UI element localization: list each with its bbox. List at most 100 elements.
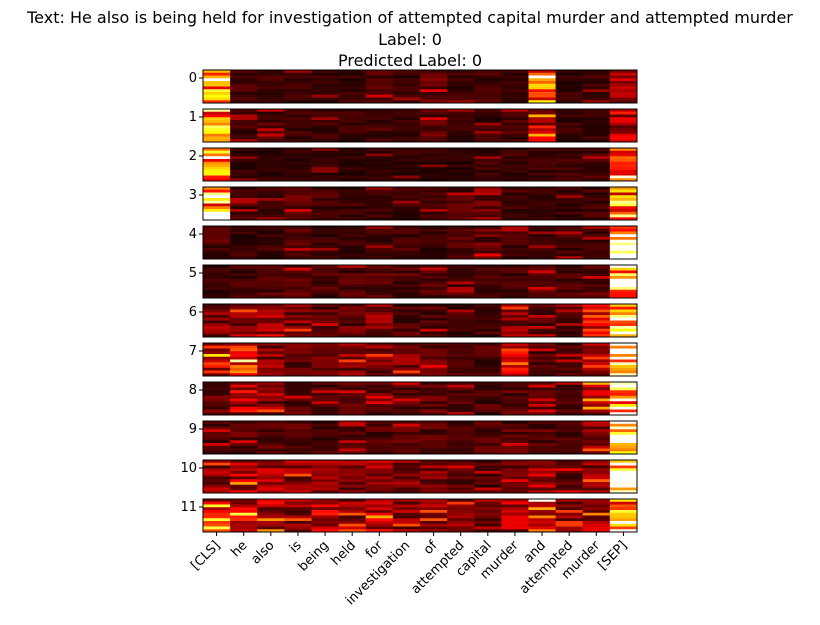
heatmap-cell bbox=[311, 315, 340, 319]
heatmap-cell bbox=[447, 265, 475, 269]
heatmap-cell bbox=[447, 86, 475, 90]
heatmap-cell bbox=[338, 487, 367, 491]
heatmap-cell bbox=[555, 479, 584, 483]
heatmap-cell bbox=[420, 92, 448, 96]
heatmap-cell bbox=[447, 125, 475, 129]
heatmap-cell bbox=[582, 203, 611, 207]
heatmap-cell bbox=[528, 164, 557, 168]
heatmap-cell bbox=[420, 150, 448, 154]
heatmap-cell bbox=[555, 148, 584, 152]
heatmap-cell bbox=[311, 245, 340, 249]
heatmap-cell bbox=[203, 170, 231, 174]
heatmap-cell bbox=[392, 510, 421, 514]
heatmap-cell bbox=[555, 109, 584, 113]
heatmap-cell bbox=[203, 217, 231, 221]
heatmap-cell bbox=[555, 426, 584, 430]
heatmap-cell bbox=[420, 309, 448, 313]
layer-tick-label: 1 bbox=[189, 110, 197, 125]
heatmap-cell bbox=[501, 78, 529, 82]
heatmap-cell bbox=[582, 354, 611, 358]
heatmap-cell bbox=[392, 356, 421, 360]
heatmap-cell bbox=[609, 387, 638, 391]
heatmap-cell bbox=[230, 426, 258, 430]
heatmap-cell bbox=[284, 326, 312, 330]
heatmap-cell bbox=[555, 468, 584, 472]
heatmap-cell bbox=[230, 499, 258, 503]
heatmap-cell bbox=[203, 192, 231, 196]
heatmap-cell bbox=[582, 276, 611, 280]
heatmap-cell bbox=[501, 267, 529, 271]
heatmap-cell bbox=[311, 94, 340, 98]
heatmap-cell bbox=[447, 348, 475, 352]
heatmap-cell bbox=[230, 128, 258, 132]
heatmap-cell bbox=[582, 83, 611, 87]
heatmap-cell bbox=[447, 81, 475, 85]
heatmap-cell bbox=[311, 100, 340, 104]
heatmap-cell bbox=[311, 421, 340, 425]
heatmap-cell bbox=[230, 462, 258, 466]
heatmap-cell bbox=[392, 284, 421, 288]
heatmap-cell bbox=[257, 198, 285, 202]
heatmap-cell bbox=[257, 131, 285, 135]
heatmap-cell bbox=[474, 468, 502, 472]
heatmap-cell bbox=[609, 120, 638, 124]
heatmap-cell bbox=[582, 465, 611, 469]
heatmap-cell bbox=[582, 317, 611, 321]
heatmap-cell bbox=[257, 245, 285, 249]
heatmap-cell bbox=[609, 217, 638, 221]
heatmap-cell bbox=[284, 94, 312, 98]
heatmap-cell bbox=[420, 276, 448, 280]
heatmap-cell bbox=[420, 501, 448, 505]
heatmap-cell bbox=[474, 150, 502, 154]
heatmap-cell bbox=[311, 499, 340, 503]
heatmap-cell bbox=[257, 200, 285, 204]
heatmap-cell bbox=[257, 292, 285, 296]
heatmap-cell bbox=[501, 384, 529, 388]
heatmap-cell bbox=[447, 156, 475, 160]
heatmap-cell bbox=[420, 373, 448, 377]
heatmap-cell bbox=[311, 276, 340, 280]
heatmap-cell bbox=[257, 317, 285, 321]
heatmap-cell bbox=[528, 289, 557, 293]
heatmap-cell bbox=[609, 86, 638, 90]
heatmap-cell bbox=[284, 471, 312, 475]
heatmap-cell bbox=[311, 292, 340, 296]
heatmap-cell bbox=[501, 434, 529, 438]
heatmap-cell bbox=[230, 203, 258, 207]
heatmap-cell bbox=[447, 192, 475, 196]
heatmap-cell bbox=[555, 412, 584, 416]
heatmap-cell bbox=[447, 228, 475, 232]
heatmap-cell bbox=[284, 367, 312, 371]
heatmap-cell bbox=[555, 365, 584, 369]
heatmap-cell bbox=[311, 445, 340, 449]
heatmap-cell bbox=[474, 253, 502, 257]
heatmap-cell bbox=[528, 507, 557, 511]
heatmap-cell bbox=[311, 75, 340, 79]
layer-8-panel bbox=[203, 382, 638, 416]
heatmap-cell bbox=[338, 529, 367, 533]
heatmap-cell bbox=[230, 395, 258, 399]
heatmap-cell bbox=[555, 139, 584, 143]
heatmap-cell bbox=[555, 217, 584, 221]
heatmap-cell bbox=[582, 365, 611, 369]
heatmap-cell bbox=[338, 117, 367, 121]
heatmap-cell bbox=[311, 117, 340, 121]
heatmap-cell bbox=[257, 382, 285, 386]
heatmap-cell bbox=[203, 287, 231, 291]
heatmap-cell bbox=[392, 234, 421, 238]
heatmap-cell bbox=[474, 131, 502, 135]
heatmap-cell bbox=[447, 217, 475, 221]
heatmap-cell bbox=[501, 231, 529, 235]
heatmap-cell bbox=[365, 72, 394, 76]
heatmap-cell bbox=[338, 490, 367, 494]
heatmap-cell bbox=[230, 292, 258, 296]
heatmap-cell bbox=[420, 172, 448, 176]
heatmap-cell bbox=[203, 304, 231, 308]
heatmap-cell bbox=[392, 487, 421, 491]
heatmap-cell bbox=[203, 237, 231, 241]
heatmap-cell bbox=[284, 484, 312, 488]
heatmap-cell bbox=[230, 209, 258, 213]
heatmap-cell bbox=[420, 460, 448, 464]
heatmap-cell bbox=[257, 473, 285, 477]
heatmap-cell bbox=[555, 401, 584, 405]
